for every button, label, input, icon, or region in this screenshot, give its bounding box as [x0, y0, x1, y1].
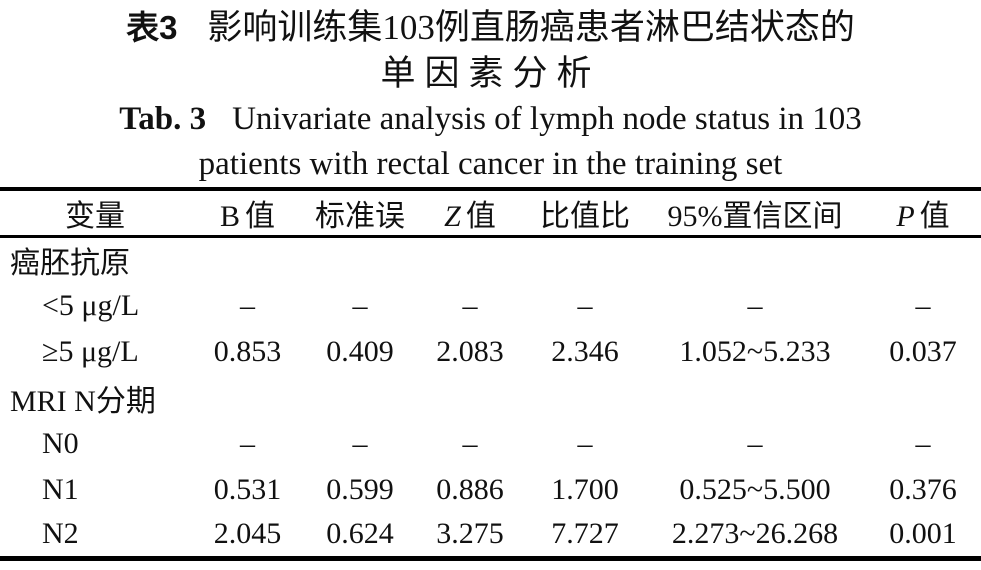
- cell-z-value: 3.275: [436, 517, 504, 551]
- cell-odds-ratio: 1.700: [551, 472, 619, 506]
- cell-confidence-interval: 1.052~5.233: [679, 334, 831, 368]
- cell-standard-error: [305, 375, 415, 421]
- cell-confidence-interval: [645, 375, 865, 421]
- cell-standard-error: –: [352, 426, 368, 460]
- cell-standard-error: 0.599: [326, 472, 394, 506]
- caption-en-text: Univariate analysis of lymph node status…: [232, 101, 862, 137]
- caption-zh-text: 影响训练集103例直肠癌患者淋巴结状态的: [207, 8, 855, 47]
- cell-p-value: [865, 237, 981, 283]
- row-label: MRI N分期: [10, 384, 156, 418]
- row-label: N2: [42, 517, 79, 551]
- table-caption: 表3 影响训练集103例直肠癌患者淋巴结状态的 单因素分析 Tab. 3 Univa…: [0, 0, 981, 187]
- cell-odds-ratio: –: [577, 288, 593, 322]
- cell-p-value: –: [915, 426, 931, 460]
- table-row-n2: N2 2.045 0.624 3.275 7.727 2.273~26.268 …: [0, 513, 981, 559]
- cell-p-value: 0.001: [889, 517, 957, 551]
- cell-z-value: [415, 237, 525, 283]
- cell-confidence-interval: 2.273~26.268: [671, 517, 839, 551]
- cell-p-value: 0.376: [889, 472, 957, 506]
- cell-b-value: 0.531: [213, 472, 282, 506]
- table-row-cea-lt5: <5 μg/L – – – – – –: [0, 283, 981, 329]
- cell-z-value: –: [462, 426, 478, 460]
- table-row-cea-ge5: ≥5 μg/L 0.853 0.409 2.083 2.346 1.052~5.…: [0, 329, 981, 375]
- cell-b-value: 2.045: [213, 517, 282, 551]
- table-row-n0: N0 – – – – – –: [0, 421, 981, 467]
- cell-z-value: 2.083: [436, 334, 504, 368]
- row-label: 癌胚抗原: [10, 247, 130, 281]
- cell-standard-error: 0.624: [326, 517, 394, 551]
- cell-b-value: –: [240, 426, 255, 460]
- cell-z-value: [415, 375, 525, 421]
- cell-z-value: 0.886: [436, 472, 504, 506]
- cell-z-value: –: [462, 288, 478, 322]
- table-number-zh: 表3: [126, 9, 178, 46]
- cell-confidence-interval: –: [747, 426, 763, 460]
- cell-p-value: 0.037: [889, 334, 957, 368]
- header-standard-error: 标准误: [315, 200, 405, 233]
- cell-standard-error: [305, 237, 415, 283]
- row-label: N0: [42, 426, 79, 460]
- cell-b-value: 0.853: [213, 334, 282, 368]
- cell-confidence-interval: 0.525~5.500: [679, 472, 831, 506]
- row-label: <5 μg/L: [42, 288, 140, 322]
- caption-zh-line1: 表3 影响训练集103例直肠癌患者淋巴结状态的: [0, 5, 981, 51]
- table-row-n1: N1 0.531 0.599 0.886 1.700 0.525~5.500 0…: [0, 467, 981, 513]
- table-number-en: Tab. 3: [119, 101, 207, 137]
- cell-odds-ratio: –: [577, 426, 593, 460]
- cell-odds-ratio: 2.346: [551, 334, 619, 368]
- cell-confidence-interval: –: [747, 288, 763, 322]
- caption-en-line2: patients with rectal cancer in the train…: [198, 146, 783, 182]
- table-row-cea-group: 癌胚抗原: [0, 237, 981, 283]
- header-odds-ratio: 比值比: [540, 200, 630, 233]
- row-label: ≥5 μg/L: [42, 334, 139, 368]
- cell-b-value: [190, 237, 305, 283]
- cell-standard-error: 0.409: [326, 334, 394, 368]
- header-confidence-interval: 95%置信区间: [667, 200, 843, 233]
- row-label: N1: [42, 472, 79, 506]
- cell-confidence-interval: [645, 237, 865, 283]
- cell-standard-error: –: [352, 288, 368, 322]
- cell-odds-ratio: [525, 237, 645, 283]
- cell-b-value: –: [240, 288, 255, 322]
- table-row-mri-n-group: MRI N分期: [0, 375, 981, 421]
- header-variable: 变量: [65, 200, 125, 233]
- cell-p-value: –: [915, 288, 931, 322]
- cell-b-value: [190, 375, 305, 421]
- cell-odds-ratio: 7.727: [551, 517, 619, 551]
- caption-en-line1: Tab. 3 Univariate analysis of lymph node …: [0, 96, 981, 142]
- caption-zh-line2: 单因素分析: [380, 54, 601, 93]
- cell-odds-ratio: [525, 375, 645, 421]
- cell-p-value: [865, 375, 981, 421]
